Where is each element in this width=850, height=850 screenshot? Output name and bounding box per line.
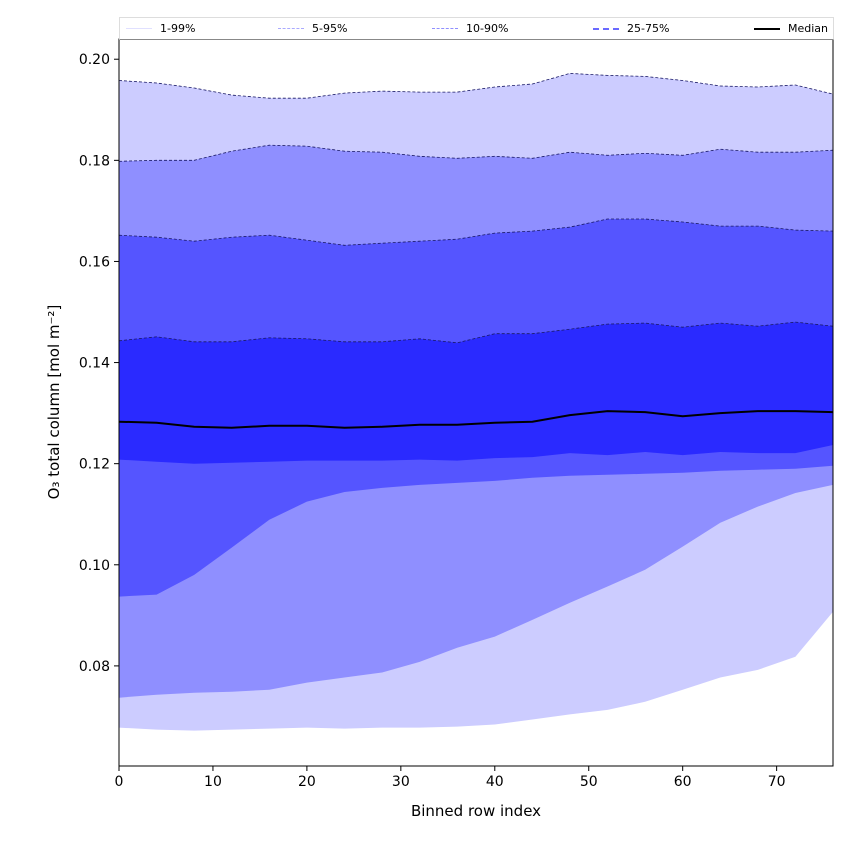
legend-label: 25-75% (627, 22, 670, 35)
median-line (118, 410, 834, 429)
legend-item-5-95: 5-95% (278, 22, 347, 35)
legend-label: 1-99% (160, 22, 196, 35)
band-upper-line-1-99 (118, 72, 834, 99)
x-tick-label: 10 (204, 774, 222, 790)
legend-label: 10-90% (466, 22, 509, 35)
y-tick-label: 0.20 (79, 52, 110, 68)
y-tick-label: 0.12 (79, 457, 110, 473)
x-tick-label: 70 (768, 774, 786, 790)
legend-swatch (126, 28, 152, 29)
x-axis-label: Binned row index (411, 802, 541, 820)
legend-label: 5-95% (312, 22, 348, 35)
x-axis: 0 10 20 30 40 50 60 70 (115, 766, 786, 790)
legend-swatch (278, 28, 304, 29)
y-tick-label: 0.08 (79, 659, 110, 675)
band-25-75 (119, 322, 833, 464)
x-tick-label: 20 (298, 774, 316, 790)
x-tick-label: 60 (674, 774, 692, 790)
y-axis: 0.08 0.10 0.12 0.14 0.16 0.18 0.20 (79, 52, 119, 675)
legend-swatch (754, 27, 780, 30)
legend-item-10-90: 10-90% (432, 22, 508, 35)
bands-layer (119, 73, 833, 731)
legend-swatch (432, 28, 458, 29)
lines-layer (118, 72, 834, 429)
band-upper-line-5-95 (118, 144, 834, 162)
x-tick-label: 40 (486, 774, 504, 790)
y-tick-label: 0.16 (79, 254, 110, 270)
x-tick-label: 50 (580, 774, 598, 790)
legend: 1-99% 5-95% 10-90% 25-75% Median (119, 17, 834, 40)
x-tick-label: 0 (115, 774, 124, 790)
legend-item-median: Median (754, 22, 828, 35)
y-tick-label: 0.10 (79, 558, 110, 574)
y-tick-label: 0.14 (79, 356, 110, 372)
y-tick-label: 0.18 (79, 153, 110, 169)
legend-item-1-99: 1-99% (126, 22, 195, 35)
y-axis-label: O₃ total column [mol m⁻²] (45, 305, 63, 500)
legend-item-25-75: 25-75% (593, 22, 669, 35)
legend-swatch (593, 27, 619, 30)
x-tick-label: 30 (392, 774, 410, 790)
legend-label: Median (788, 22, 829, 35)
